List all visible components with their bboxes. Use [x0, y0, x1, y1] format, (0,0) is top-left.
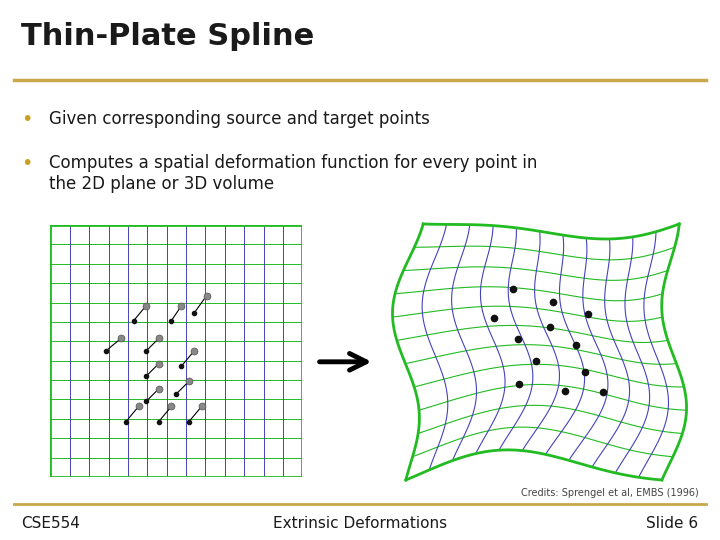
Text: Given corresponding source and target points: Given corresponding source and target po…: [49, 110, 429, 128]
Text: Thin-Plate Spline: Thin-Plate Spline: [21, 23, 314, 51]
Text: Slide 6: Slide 6: [647, 516, 698, 531]
Text: Computes a spatial deformation function for every point in
the 2D plane or 3D vo: Computes a spatial deformation function …: [49, 154, 537, 193]
Text: Credits: Sprengel et al, EMBS (1996): Credits: Sprengel et al, EMBS (1996): [521, 488, 698, 498]
Text: •: •: [22, 154, 33, 173]
Text: Extrinsic Deformations: Extrinsic Deformations: [273, 516, 447, 531]
Text: •: •: [22, 110, 33, 129]
Text: CSE554: CSE554: [22, 516, 81, 531]
